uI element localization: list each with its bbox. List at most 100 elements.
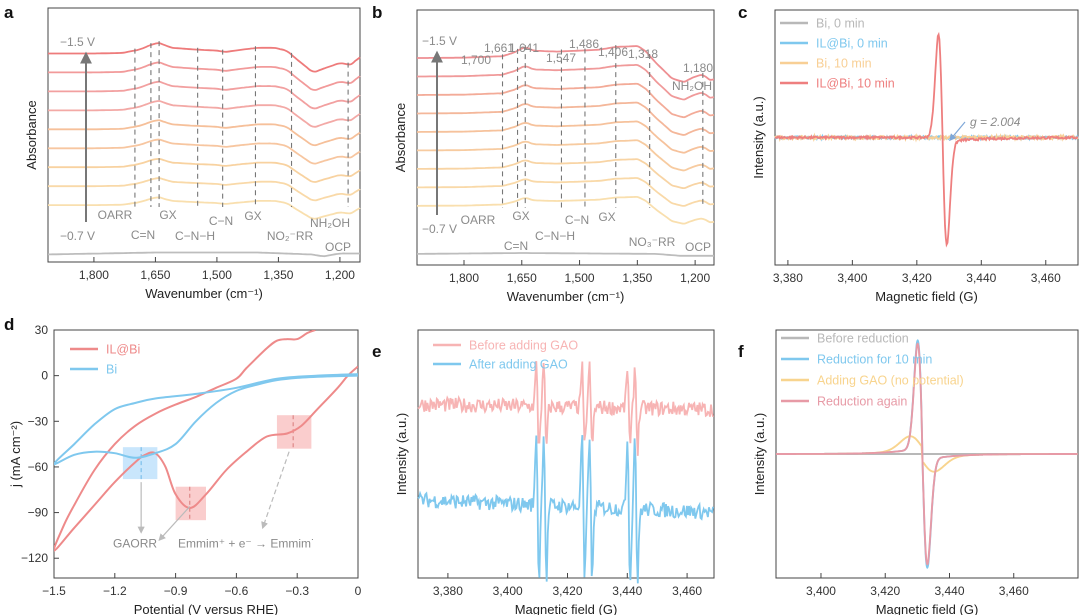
spectrum-curve: [416, 120, 715, 154]
peak-wavenumber-label: 1,661: [484, 41, 514, 55]
spectrum-curve: [48, 177, 361, 202]
x-tick-label: 3,380: [773, 271, 803, 285]
legend-entry: After adding GAO: [469, 358, 568, 372]
y-tick-label: 0: [41, 369, 48, 383]
peak-annotation: GX: [512, 209, 529, 223]
x-tick-label: −0.9: [164, 584, 188, 598]
spectrum-curve: [48, 42, 361, 73]
x-tick-label: 0: [355, 584, 362, 598]
x-tick-label: 1,200: [680, 271, 710, 285]
peak-annotation: OARR: [461, 213, 496, 227]
x-tick-label: 3,460: [999, 584, 1029, 598]
peak-annotation: NO₃⁻RR: [629, 235, 676, 249]
annotation-arrow: [261, 451, 290, 530]
spectrum-curve: [417, 63, 715, 101]
y-tick-label: 30: [35, 323, 49, 337]
spectrum-curve: [47, 157, 361, 183]
y-tick-label: −30: [28, 414, 49, 428]
x-tick-label: 3,440: [966, 271, 996, 285]
x-tick-label: 3,420: [902, 271, 932, 285]
legend-entry: Bi: [106, 363, 117, 377]
x-tick-label: −0.3: [285, 584, 309, 598]
panel-letter-d: d: [4, 315, 14, 334]
y-tick-label: −90: [28, 506, 49, 520]
spectrum-curve: [416, 82, 715, 119]
potential-bottom-label: −0.7 V: [422, 222, 457, 236]
y-axis-label: Absorbance: [24, 100, 39, 169]
x-tick-label: 1,800: [449, 271, 479, 285]
peak-annotation: OCP: [325, 240, 351, 254]
x-axis-label: Magnetic field (G): [875, 289, 978, 304]
x-tick-label: 1,200: [325, 268, 355, 282]
epr-curve: [417, 361, 714, 456]
panel-d: −1.5 −1.2 −0.9 −0.6 −0.3 0 30 0 −30 −60 −90 −120 Pot…: [8, 323, 362, 615]
spectrum-curve: [48, 196, 361, 220]
legend-entry: Adding GAO (no potential): [817, 374, 964, 388]
y-tick-label: −60: [28, 460, 49, 474]
plot-frame: [53, 329, 359, 579]
panel-b: 1,800 1,650 1,500 1,350 1,200 Wavenumber (cm⁻…: [393, 9, 715, 304]
spectrum-curve: [417, 177, 715, 207]
peak-annotation: OARR: [98, 208, 133, 222]
y-axis-label: Intensity (a.u.): [751, 96, 766, 178]
highlight-region: [175, 486, 206, 521]
peak-wavenumber-label: 1,486: [569, 37, 599, 51]
panel-letter-f: f: [738, 342, 744, 361]
y-axis-label: j (mA cm⁻²): [8, 421, 23, 488]
x-tick-label: 1,650: [507, 271, 537, 285]
x-tick-label: 1,800: [79, 268, 109, 282]
ocp-curve: [417, 252, 714, 257]
epr-curve: [774, 31, 1079, 248]
spectrum-curve: [416, 45, 715, 83]
g-factor-arrow: [949, 121, 966, 142]
legend-entry: Reduction for 10 min: [817, 353, 932, 367]
x-axis-label: Potential (V versus RHE): [134, 602, 279, 615]
legend-entry: IL@Bi: [106, 343, 140, 357]
epr-curve: [417, 435, 714, 584]
peak-annotation: OCP: [685, 240, 711, 254]
potential-top-label: −1.5 V: [422, 34, 457, 48]
x-tick-label: 1,500: [565, 271, 595, 285]
x-tick-label: 3,440: [934, 584, 964, 598]
x-tick-label: 3,420: [552, 584, 582, 598]
peak-annotation: GX: [159, 208, 176, 222]
spectrum-curve: [48, 61, 361, 91]
panel-letter-b: b: [372, 3, 382, 22]
epr-curve: [775, 342, 1078, 566]
legend-entry: Before reduction: [817, 332, 909, 346]
x-tick-label: 3,400: [493, 584, 523, 598]
x-axis-label: Wavenumber (cm⁻¹): [145, 286, 263, 301]
x-axis-label: Magnetic field (G): [876, 602, 979, 615]
peak-annotation: C−N−H: [535, 229, 575, 243]
x-tick-label: 3,460: [1031, 271, 1061, 285]
peak-annotation: NO₂⁻RR: [267, 229, 314, 243]
y-axis-label: Intensity (a.u.): [752, 413, 767, 495]
annotation-arrow: [158, 506, 191, 542]
panel-c: 3,380 3,400 3,420 3,440 3,460 Magnetic field …: [751, 9, 1079, 304]
x-tick-label: 3,400: [806, 584, 836, 598]
panel-letter-a: a: [4, 3, 14, 22]
potential-top-label: −1.5 V: [60, 35, 95, 49]
panel-e: 3,380 3,400 3,420 3,440 3,460 Magnetic field …: [394, 329, 715, 615]
peak-annotation: C−N: [565, 213, 589, 227]
plot-frame: [417, 329, 715, 579]
spectrum-curve: [47, 119, 361, 147]
spectrum-curve: [416, 139, 715, 172]
peak-annotation: NH₂OH: [310, 216, 350, 230]
spectrum-curve: [416, 195, 715, 225]
spectrum-curve: [48, 100, 361, 128]
peak-annotation: C=N: [504, 239, 528, 253]
legend-entry: Bi, 0 min: [816, 17, 865, 31]
plot-frame: [416, 9, 715, 266]
x-tick-label: 3,440: [612, 584, 642, 598]
x-tick-label: 3,380: [433, 584, 463, 598]
cv-curve: [54, 330, 358, 552]
peak-wavenumber-label: 1,700: [461, 53, 491, 67]
plot-frame: [47, 7, 361, 263]
x-tick-label: −1.2: [103, 584, 127, 598]
panel-letter-c: c: [738, 3, 747, 22]
legend-entry: IL@Bi, 10 min: [816, 77, 895, 91]
peak-wavenumber-label: 1,318: [628, 47, 658, 61]
gaorr-annotation: GAORR: [113, 537, 157, 551]
